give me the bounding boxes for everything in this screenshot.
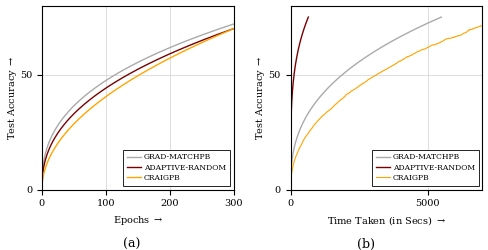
- CRAIGPB: [73, 120, 79, 123]
- GRAD-MATCHPB: [126, 66, 132, 68]
- CRAIGPB: [479, 24, 485, 27]
- ADAPTIVE-RANDOM: [73, 110, 79, 113]
- X-axis label: Epochs $\rightarrow$: Epochs $\rightarrow$: [113, 214, 163, 227]
- CRAIGPB: [354, 86, 360, 89]
- Legend: GRAD-MATCHPB, ADAPTIVE-RANDOM, CRAIGPB: GRAD-MATCHPB, ADAPTIVE-RANDOM, CRAIGPB: [123, 150, 230, 186]
- CRAIGPB: [388, 65, 394, 68]
- ADAPTIVE-RANDOM: [126, 72, 132, 76]
- GRAD-MATCHPB: [369, 52, 375, 54]
- GRAD-MATCHPB: [435, 17, 441, 20]
- GRAD-MATCHPB: [438, 16, 444, 18]
- GRAD-MATCHPB: [231, 22, 237, 26]
- GRAD-MATCHPB: [152, 52, 158, 56]
- ADAPTIVE-RANDOM: [152, 59, 158, 62]
- Legend: GRAD-MATCHPB, ADAPTIVE-RANDOM, CRAIGPB: GRAD-MATCHPB, ADAPTIVE-RANDOM, CRAIGPB: [372, 150, 479, 186]
- CRAIGPB: [126, 80, 132, 83]
- CRAIGPB: [167, 56, 173, 59]
- CRAIGPB: [443, 38, 449, 40]
- Line: GRAD-MATCHPB: GRAD-MATCHPB: [290, 17, 441, 183]
- GRAD-MATCHPB: [183, 40, 189, 42]
- GRAD-MATCHPB: [88, 89, 94, 92]
- GRAD-MATCHPB: [73, 102, 79, 105]
- ADAPTIVE-RANDOM: [167, 52, 173, 55]
- CRAIGPB: [40, 182, 45, 184]
- GRAD-MATCHPB: [287, 182, 293, 184]
- GRAD-MATCHPB: [40, 174, 45, 176]
- CRAIGPB: [480, 24, 486, 27]
- CRAIGPB: [152, 64, 158, 68]
- Text: (b): (b): [357, 238, 375, 250]
- Line: GRAD-MATCHPB: GRAD-MATCHPB: [42, 24, 234, 175]
- ADAPTIVE-RANDOM: [88, 97, 94, 100]
- GRAD-MATCHPB: [411, 28, 417, 31]
- ADAPTIVE-RANDOM: [183, 45, 189, 48]
- ADAPTIVE-RANDOM: [40, 177, 45, 180]
- CRAIGPB: [88, 106, 94, 109]
- Line: CRAIGPB: CRAIGPB: [42, 28, 234, 183]
- ADAPTIVE-RANDOM: [287, 154, 293, 157]
- CRAIGPB: [231, 27, 237, 30]
- Line: CRAIGPB: CRAIGPB: [290, 26, 483, 186]
- CRAIGPB: [183, 48, 189, 51]
- ADAPTIVE-RANDOM: [300, 31, 306, 34]
- GRAD-MATCHPB: [360, 58, 366, 60]
- ADAPTIVE-RANDOM: [305, 16, 311, 18]
- X-axis label: Time Taken (in Secs) $\rightarrow$: Time Taken (in Secs) $\rightarrow$: [327, 214, 446, 227]
- Text: (a): (a): [123, 238, 141, 250]
- Y-axis label: Test Accuracy $\rightarrow$: Test Accuracy $\rightarrow$: [5, 55, 19, 140]
- CRAIGPB: [477, 25, 483, 28]
- Line: ADAPTIVE-RANDOM: ADAPTIVE-RANDOM: [290, 17, 308, 156]
- Line: ADAPTIVE-RANDOM: ADAPTIVE-RANDOM: [42, 28, 234, 179]
- ADAPTIVE-RANDOM: [231, 27, 237, 30]
- ADAPTIVE-RANDOM: [303, 24, 308, 27]
- ADAPTIVE-RANDOM: [297, 41, 303, 44]
- GRAD-MATCHPB: [359, 58, 365, 61]
- ADAPTIVE-RANDOM: [298, 38, 304, 42]
- ADAPTIVE-RANDOM: [293, 57, 299, 60]
- ADAPTIVE-RANDOM: [295, 51, 301, 54]
- CRAIGPB: [376, 72, 382, 75]
- CRAIGPB: [287, 185, 293, 188]
- CRAIGPB: [334, 102, 340, 104]
- GRAD-MATCHPB: [167, 46, 173, 49]
- Y-axis label: Test Accuracy $\rightarrow$: Test Accuracy $\rightarrow$: [254, 55, 267, 140]
- GRAD-MATCHPB: [377, 46, 383, 50]
